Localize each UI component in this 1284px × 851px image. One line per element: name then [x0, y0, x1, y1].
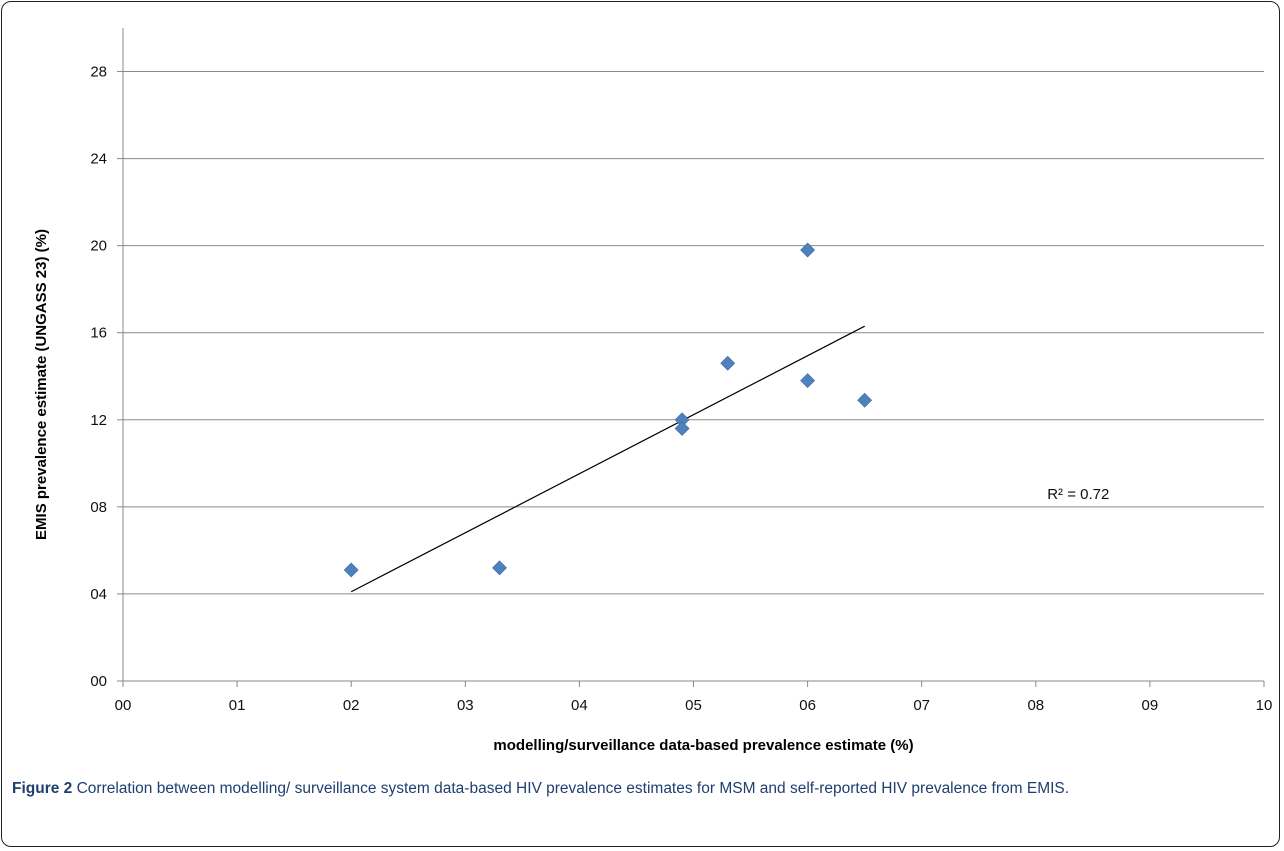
y-tick-label: 08: [90, 499, 107, 516]
data-point: [674, 421, 690, 436]
x-tick-label: 00: [115, 697, 132, 714]
data-point: [492, 560, 507, 576]
y-tick-label: 16: [90, 325, 107, 342]
gridlines: [123, 71, 1264, 595]
y-tick-label: 20: [90, 238, 107, 255]
x-tick-label: 04: [571, 697, 588, 714]
data-point: [720, 355, 736, 371]
y-tick-label: 28: [90, 64, 107, 81]
x-axis-title: modelling/surveillance data-based preval…: [493, 737, 913, 754]
x-tick-label: 05: [685, 697, 702, 714]
y-axis-title: EMIS prevalence estimate (UNGASS 23) (%): [33, 229, 50, 540]
data-point: [343, 562, 359, 578]
r-squared-annotation: R² = 0.72: [1047, 486, 1109, 503]
y-tick-label: 12: [90, 412, 107, 429]
y-axis-ticks: 00 04 08 12 16 20 24 28: [90, 64, 123, 690]
caption-text: Correlation between modelling/ surveilla…: [76, 780, 1070, 797]
trendline: [350, 325, 865, 593]
x-tick-label: 09: [1142, 697, 1159, 714]
x-tick-label: 03: [457, 697, 474, 714]
data-point: [800, 242, 816, 258]
x-axis-ticks: 00 01 02 03 04 05 06 07 08 09 10: [115, 681, 1273, 714]
data-point: [800, 373, 816, 389]
y-tick-label: 00: [90, 673, 107, 690]
figure-caption: Figure 2 Correlation between modelling/ …: [12, 776, 1262, 802]
x-tick-label: 02: [343, 697, 360, 714]
x-tick-label: 06: [799, 697, 816, 714]
x-tick-label: 07: [913, 697, 930, 714]
data-points: [343, 242, 873, 578]
scatter-chart: 00 01 02 03 04 05 06 07 08 09 10 0004081216202428 …: [33, 28, 1273, 754]
y-tick-label: 24: [90, 151, 107, 168]
x-tick-label: 01: [229, 697, 246, 714]
x-tick-label: 10: [1256, 697, 1273, 714]
data-point: [857, 392, 873, 408]
y-tick-label: 04: [90, 586, 107, 603]
caption-label: Figure 2: [12, 780, 73, 797]
x-tick-label: 08: [1027, 697, 1044, 714]
